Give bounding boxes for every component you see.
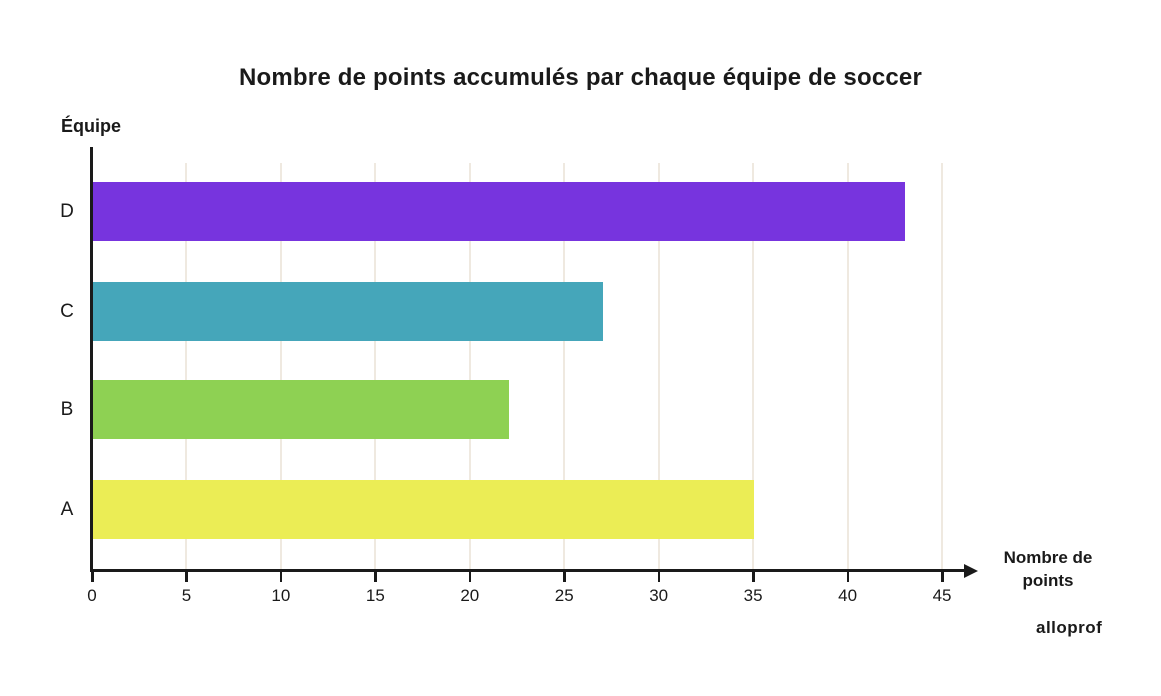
- x-tick-label-5: 5: [181, 586, 192, 605]
- gridline-25: [563, 163, 566, 571]
- gridline-45: [941, 163, 944, 571]
- x-tick-label-10: 10: [271, 586, 291, 605]
- x-tick-label-15: 15: [365, 586, 385, 605]
- gridline-35: [752, 163, 755, 571]
- x-tick-15: [374, 569, 377, 582]
- x-axis-arrow: [964, 563, 978, 578]
- bar-B: [93, 380, 509, 439]
- x-tick-35: [752, 569, 755, 582]
- category-label-D: D: [60, 200, 74, 222]
- x-tick-20: [468, 569, 472, 582]
- x-tick-30: [657, 569, 661, 582]
- x-axis-title-line2: points: [1022, 571, 1074, 590]
- x-tick-label-45: 45: [932, 586, 952, 605]
- gridline-15: [374, 163, 377, 571]
- x-tick-label-30: 30: [649, 586, 669, 605]
- y-axis-title: Équipe: [61, 116, 122, 136]
- chart-title: Nombre de points accumulés par chaque éq…: [239, 64, 922, 91]
- x-axis-line: [90, 569, 964, 572]
- category-label-B: B: [60, 398, 74, 420]
- bar-C: [93, 282, 603, 341]
- x-tick-label-20: 20: [460, 586, 480, 605]
- x-tick-25: [563, 569, 566, 582]
- bar-D: [93, 182, 905, 241]
- bar-A: [93, 480, 754, 539]
- x-tick-5: [185, 569, 188, 582]
- category-label-A: A: [60, 498, 74, 520]
- gridline-20: [468, 163, 471, 571]
- x-tick-label-0: 0: [87, 586, 97, 605]
- category-label-C: C: [60, 300, 74, 322]
- x-tick-10: [279, 569, 283, 582]
- x-axis-title-line1: Nombre de: [1003, 548, 1093, 567]
- gridline-10: [279, 163, 282, 571]
- alloprof-logo: alloprof: [1036, 618, 1103, 637]
- x-tick-label-35: 35: [743, 586, 763, 605]
- x-tick-40: [846, 569, 850, 582]
- gridline-5: [185, 163, 188, 571]
- gridline-40: [846, 163, 849, 571]
- x-axis-title: Nombre de points: [998, 546, 1098, 592]
- x-tick-label-25: 25: [554, 586, 574, 605]
- x-tick-0: [91, 569, 94, 582]
- x-tick-label-40: 40: [838, 586, 858, 605]
- gridline-30: [657, 163, 660, 571]
- x-tick-45: [941, 569, 944, 582]
- y-axis-line: [90, 147, 93, 572]
